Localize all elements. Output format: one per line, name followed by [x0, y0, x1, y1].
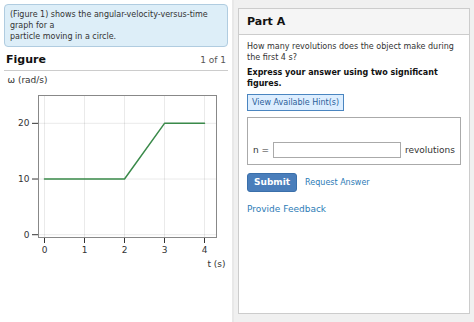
svg-text:4: 4 — [202, 245, 208, 255]
svg-text:2: 2 — [122, 245, 128, 255]
svg-text:0: 0 — [42, 245, 48, 255]
svg-text:3: 3 — [162, 245, 168, 255]
svg-text:20: 20 — [18, 118, 30, 128]
html-text:revolutions: revolutions — [405, 144, 455, 155]
html-text:Part A: Part A — [247, 15, 286, 28]
html-text:(Figure 1) shows the angular-v: (Figure 1) shows the angular-velocity-ve… — [10, 10, 208, 30]
html-text:particle moving in a circle.: particle moving in a circle. — [10, 32, 117, 41]
html-text:1 of 1: 1 of 1 — [200, 54, 226, 65]
svg-text:0: 0 — [24, 230, 30, 240]
svg-text:t (s): t (s) — [207, 259, 225, 269]
svg-text:10: 10 — [18, 174, 30, 184]
svg-text:1: 1 — [82, 245, 88, 255]
html-text:Provide Feedback: Provide Feedback — [247, 204, 327, 214]
svg-text:ω (rad/s): ω (rad/s) — [8, 75, 48, 85]
html-text:Request Answer: Request Answer — [305, 178, 370, 187]
html-text:Express your answer using two: Express your answer using two significan… — [247, 68, 438, 88]
html-text:Figure: Figure — [6, 53, 46, 66]
html-text:Submit: Submit — [254, 177, 291, 187]
html-text:View Available Hint(s): View Available Hint(s) — [252, 98, 340, 107]
html-text:n =: n = — [253, 144, 270, 155]
html-text:How many revolutions does the: How many revolutions does the object mak… — [247, 42, 454, 62]
